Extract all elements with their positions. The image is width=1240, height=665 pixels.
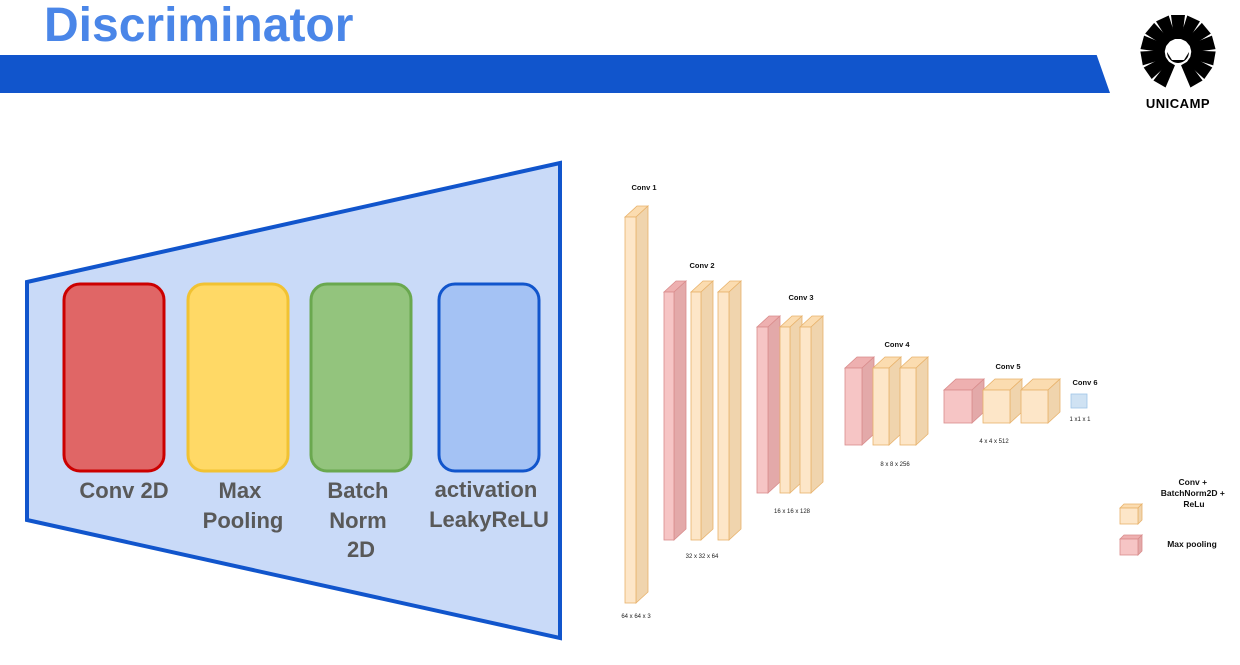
conv3-stack [755,315,825,494]
title-bar [0,55,1110,93]
block-conv2d-label: Conv 2D [79,478,168,503]
legend-conv-label: Conv + BatchNorm2D + ReLu [1161,477,1227,509]
legend-pool-swatch [1119,538,1139,556]
conv1-dims: 64 x 64 x 3 [621,614,651,620]
conv5-title: Conv 5 [995,362,1020,371]
logo-text: UNICAMP [1145,96,1211,111]
block-batch-norm [309,282,413,473]
conv4-title: Conv 4 [884,340,910,349]
conv5-stack [942,378,1062,424]
legend-conv-swatch [1119,507,1139,525]
block-activation-label: activation LeakyReLU [429,477,549,532]
conv3-dims: 16 x 16 x 128 [774,509,811,515]
conv2-stack [662,280,743,541]
conv1-stack [623,205,650,604]
unicamp-logo-icon [1140,15,1216,88]
block-conv2d [62,282,166,473]
block-batch-norm-label: Batch Norm 2D [327,478,394,562]
block-max-pooling-label: Max Pooling [203,478,284,533]
conv4-stack [843,356,930,446]
conv6-block [1070,393,1088,409]
slide-title: Discriminator [44,0,354,52]
conv5-dims: 4 x 4 x 512 [979,439,1009,445]
conv6-title: Conv 6 [1072,378,1097,387]
conv4-dims: 8 x 8 x 256 [880,462,910,468]
legend-pool-label: Max pooling [1167,539,1217,549]
conv1-title: Conv 1 [631,183,656,192]
conv6-dims: 1 x1 x 1 [1069,417,1091,423]
layer-block-trapezoid [25,160,562,641]
block-max-pooling [186,282,290,473]
conv3-title: Conv 3 [788,293,813,302]
legend: Conv + BatchNorm2D + ReLu Max pooling [1119,477,1227,556]
conv2-title: Conv 2 [689,261,714,270]
conv2-dims: 32 x 32 x 64 [686,554,719,560]
block-activation [437,282,541,473]
